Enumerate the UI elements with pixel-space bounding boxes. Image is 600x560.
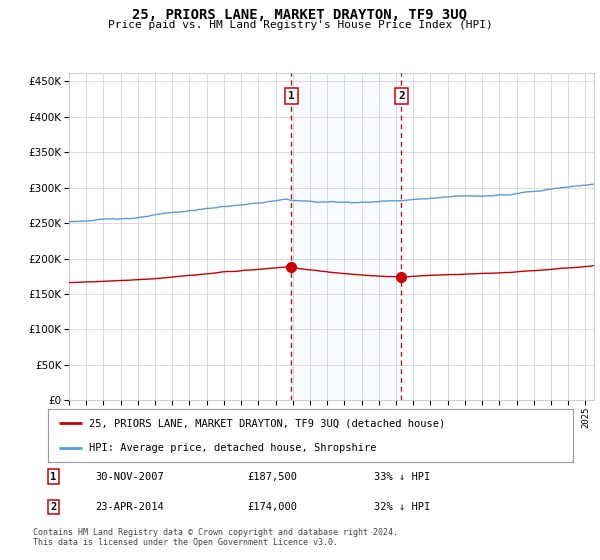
- Text: 1: 1: [288, 91, 295, 101]
- Text: Price paid vs. HM Land Registry's House Price Index (HPI): Price paid vs. HM Land Registry's House …: [107, 20, 493, 30]
- Text: 2: 2: [398, 91, 405, 101]
- Text: £174,000: £174,000: [248, 502, 298, 512]
- Text: 1: 1: [50, 472, 56, 482]
- Text: 25, PRIORS LANE, MARKET DRAYTON, TF9 3UQ (detached house): 25, PRIORS LANE, MARKET DRAYTON, TF9 3UQ…: [89, 418, 445, 428]
- Text: 2: 2: [50, 502, 56, 512]
- Text: Contains HM Land Registry data © Crown copyright and database right 2024.
This d: Contains HM Land Registry data © Crown c…: [33, 528, 398, 547]
- Text: 33% ↓ HPI: 33% ↓ HPI: [373, 472, 430, 482]
- Text: 25, PRIORS LANE, MARKET DRAYTON, TF9 3UQ: 25, PRIORS LANE, MARKET DRAYTON, TF9 3UQ: [133, 8, 467, 22]
- Text: £187,500: £187,500: [248, 472, 298, 482]
- Bar: [292, 73, 401, 400]
- Text: 30-NOV-2007: 30-NOV-2007: [95, 472, 164, 482]
- Text: HPI: Average price, detached house, Shropshire: HPI: Average price, detached house, Shro…: [89, 442, 376, 452]
- Text: 32% ↓ HPI: 32% ↓ HPI: [373, 502, 430, 512]
- Text: 23-APR-2014: 23-APR-2014: [95, 502, 164, 512]
